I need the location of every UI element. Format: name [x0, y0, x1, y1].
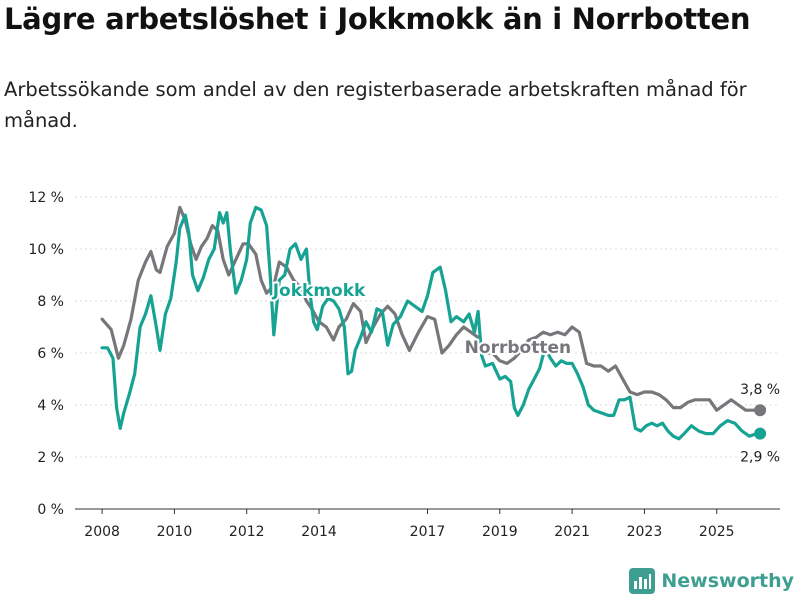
y-tick-label: 6 % [37, 346, 64, 362]
x-tick-label: 2010 [157, 524, 193, 540]
series-line-norrbotten [100, 205, 762, 412]
bar-chart-logo-icon [629, 568, 656, 594]
series-layer [100, 205, 767, 441]
end-value-label-jokkmokk: 2,9 % [740, 450, 780, 466]
y-tick-label: 10 % [28, 242, 64, 258]
x-tick-label: 2014 [301, 524, 337, 540]
x-tick-label: 2019 [482, 524, 518, 540]
chart-subtitle: Arbetssökande som andel av den registerb… [4, 78, 747, 132]
x-tick-label: 2021 [554, 524, 590, 540]
end-point-norrbotten [754, 404, 767, 417]
y-axis: 0 % 2 % 4 % 6 % 8 % 10 % 12 % [28, 190, 64, 518]
grid-lines [75, 196, 780, 458]
y-tick-label: 4 % [37, 398, 64, 414]
x-tick-label: 2012 [229, 524, 265, 540]
y-tick-label: 2 % [37, 450, 64, 466]
chart-title: Lägre arbetslöshet i Jokkmokk än i Norrb… [4, 2, 751, 36]
y-tick-label: 0 % [37, 502, 64, 518]
end-value-label-norrbotten: 3,8 % [740, 382, 780, 398]
y-tick-label: 12 % [28, 190, 64, 206]
x-tick-label: 2023 [627, 524, 663, 540]
series-labels: 3,8 % 2,9 % Norrbotten Jokkmokk [270, 279, 780, 466]
x-tick-label: 2025 [699, 524, 735, 540]
series-line-jokkmokk [100, 205, 762, 441]
end-point-jokkmokk [754, 427, 767, 440]
series-label-norrbotten: Norrbotten [465, 338, 571, 358]
newsworthy-brand[interactable]: Newsworthy [629, 568, 794, 594]
series-label-jokkmokk: Jokkmokk [272, 281, 366, 301]
y-tick-label: 8 % [37, 294, 64, 310]
x-tick-label: 2017 [410, 524, 446, 540]
x-axis: 2008 2010 2012 2014 2017 2019 2021 2023 2025 [75, 508, 780, 540]
x-tick-label: 2008 [84, 524, 120, 540]
brand-name: Newsworthy [661, 570, 794, 592]
